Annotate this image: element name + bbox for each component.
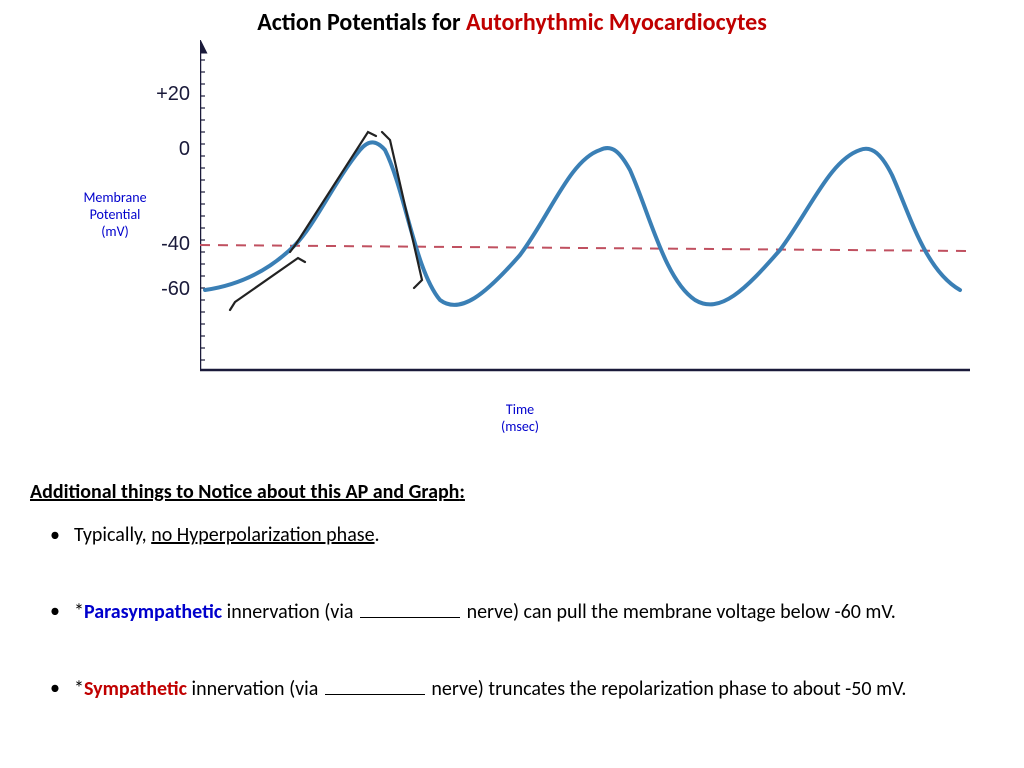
title-part1: Action Potentials for [257,8,466,37]
x-axis-label: Time (msec) [480,402,560,436]
bullet-3: *Sympathetic innervation (via nerve) tru… [50,675,990,702]
bullet-3-keyword: Sympathetic [84,677,187,701]
y-tick-label: +20 [150,83,190,106]
bullet-1: Typically, no Hyperpolarization phase. [50,522,990,548]
bullet-2-keyword: Parasympathetic [84,600,222,624]
bullet-1-underline: no Hyperpolarization phase [151,523,374,547]
ap-chart [200,40,980,380]
title-part2: Autorhythmic Myocardiocytes [466,8,767,37]
notes-section: Additional things to Notice about this A… [30,480,990,752]
y-axis-label-line3: (mV) [101,223,129,240]
y-tick-label: 0 [150,138,190,161]
x-axis-label-line2: (msec) [501,418,539,435]
chart-container: +200-40-60 [200,40,980,380]
notes-heading: Additional things to Notice about this A… [30,480,990,504]
blank-2 [325,675,425,695]
y-axis-label-line1: Membrane [83,189,146,206]
blank-1 [360,598,460,618]
x-axis-label-line1: Time [506,401,534,418]
y-axis-label-line2: Potential [90,206,141,223]
y-tick-label: -60 [150,278,190,301]
y-tick-label: -40 [150,233,190,256]
page-title: Action Potentials for Autorhythmic Myoca… [0,8,1024,37]
bullet-2: *Parasympathetic innervation (via nerve)… [50,598,990,625]
